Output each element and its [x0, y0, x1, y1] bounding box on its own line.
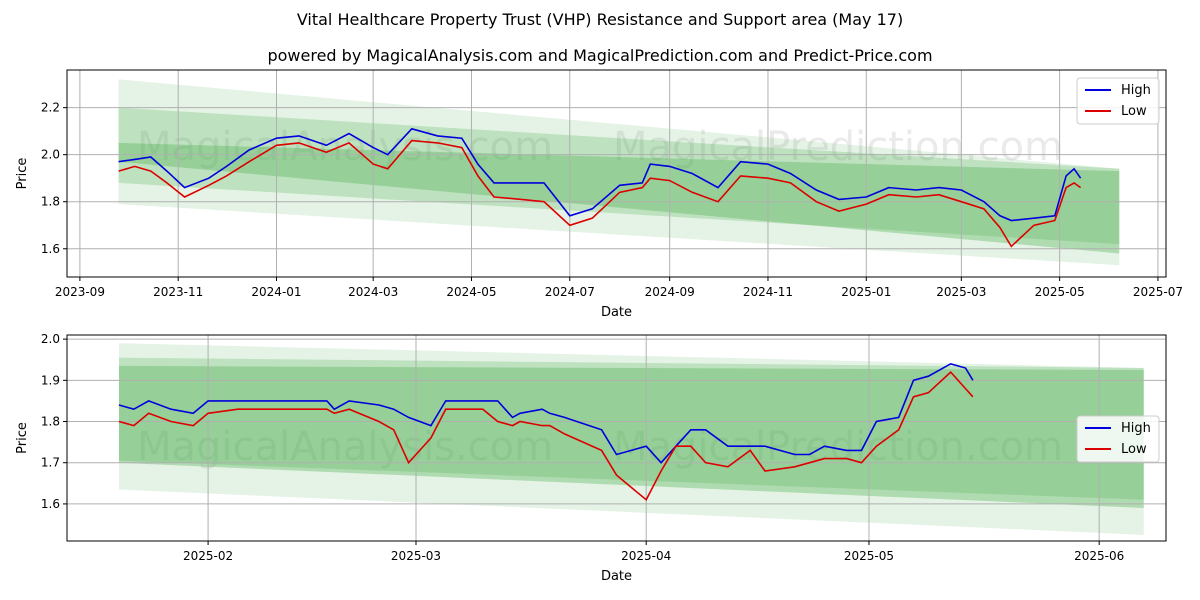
series-line-high: [118, 362, 974, 464]
x-tick-label: 2025-03: [936, 285, 986, 299]
y-tick-label: 1.9: [41, 373, 60, 387]
x-tick-label: 2025-03: [391, 549, 441, 563]
series-line-low: [118, 370, 974, 502]
x-tick-label: 2024-03: [348, 285, 398, 299]
legend-label-high: High: [1121, 83, 1151, 98]
y-tick-label: 1.6: [41, 242, 60, 256]
x-tick-label: 2025-05: [1035, 285, 1085, 299]
chart-title: Vital Healthcare Property Trust (VHP) Re…: [296, 10, 904, 29]
watermark-prediction: MagicalPrediction.com: [613, 124, 1063, 170]
x-tick-label: 2025-01: [841, 285, 891, 299]
x-tick-label: 2025-05: [844, 549, 894, 563]
x-tick-label: 2024-05: [446, 285, 496, 299]
x-tick-label: 2023-09: [55, 285, 105, 299]
support-resistance-band: [118, 107, 1120, 245]
y-axis-label: Price: [15, 422, 30, 454]
series-line-low: [118, 139, 1082, 248]
x-tick-label: 2024-11: [743, 285, 793, 299]
support-resistance-band: [118, 343, 1144, 535]
y-tick-label: 1.8: [41, 415, 60, 429]
watermark-analysis: MagicalAnalysis.com: [137, 124, 553, 170]
support-resistance-band: [118, 142, 1120, 254]
x-tick-label: 2024-09: [645, 285, 695, 299]
x-axis-label: Date: [601, 305, 632, 320]
x-tick-label: 2023-11: [153, 285, 203, 299]
x-tick-label: 2025-04: [621, 549, 671, 563]
plot-frame: [66, 334, 1167, 542]
x-tick-label: 2025-02: [183, 549, 233, 563]
x-tick-label: 2025-07: [1133, 285, 1183, 299]
x-tick-label: 2024-01: [251, 285, 301, 299]
y-tick-label: 2.0: [41, 332, 60, 346]
x-tick-label: 2025-06: [1074, 549, 1124, 563]
y-tick-label: 2.2: [41, 101, 60, 115]
support-resistance-band: [118, 357, 1144, 500]
legend-label-low: Low: [1121, 104, 1147, 119]
series-line-high: [118, 127, 1082, 222]
y-tick-label: 1.8: [41, 195, 60, 209]
support-resistance-band: [118, 79, 1120, 266]
plot-frame: [66, 69, 1167, 278]
support-resistance-band: [118, 365, 1144, 509]
chart-subtitle: powered by MagicalAnalysis.com and Magic…: [267, 46, 933, 65]
x-tick-label: 2024-07: [545, 285, 595, 299]
legend-label-low: Low: [1121, 442, 1147, 457]
y-axis-label: Price: [15, 158, 30, 190]
y-tick-label: 1.6: [41, 497, 60, 511]
legend-label-high: High: [1121, 421, 1151, 436]
x-axis-label: Date: [601, 569, 632, 584]
y-tick-label: 1.7: [41, 456, 60, 470]
y-tick-label: 2.0: [41, 148, 60, 162]
